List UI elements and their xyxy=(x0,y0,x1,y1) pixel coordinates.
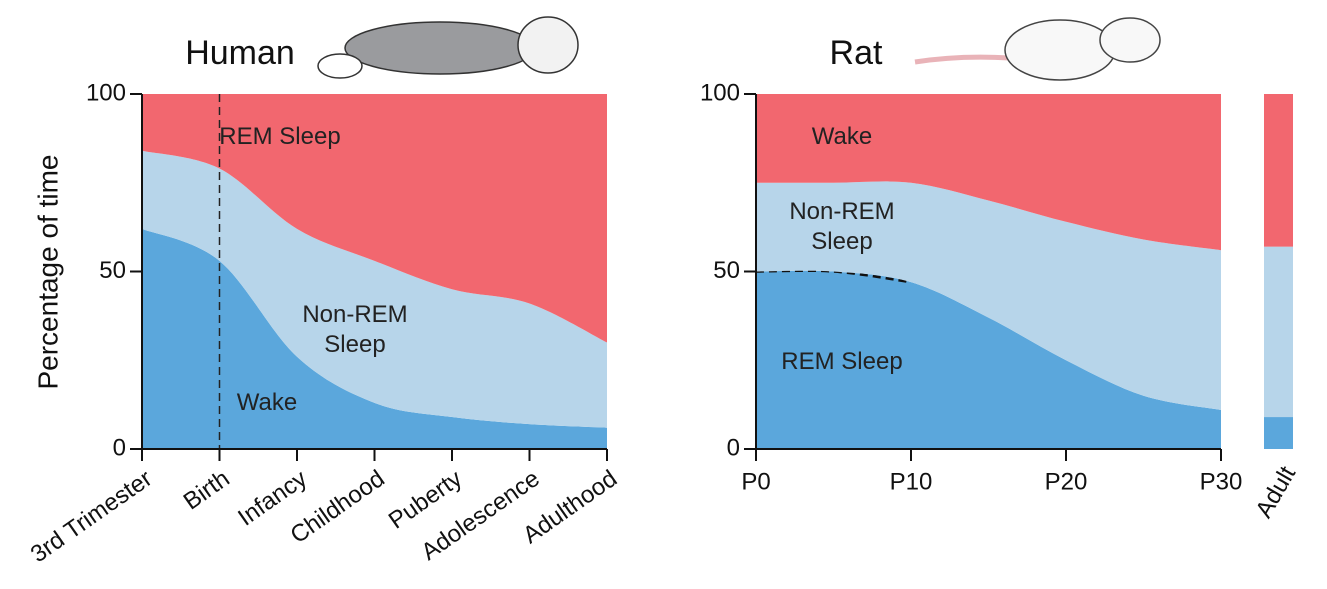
y-axis-label: Percentage of time xyxy=(32,154,63,389)
adult-bar xyxy=(1264,247,1293,417)
series-label: Wake xyxy=(202,388,332,418)
adult-label: Adult xyxy=(1250,461,1301,522)
chart: Human Percentage of time 0 50 100 3rd Trimest… xyxy=(0,0,1327,589)
y-tick-label: 100 xyxy=(86,79,126,106)
series-label: Non-REM Sleep xyxy=(290,300,420,360)
adult-bar xyxy=(1264,417,1293,449)
chart-title: Rat xyxy=(830,34,883,72)
x-tick-label: P30 xyxy=(1200,468,1243,495)
baby-illustration xyxy=(318,17,578,78)
series-label: Non-REM Sleep xyxy=(777,197,907,257)
x-tick-label: P10 xyxy=(890,468,933,495)
series-label: REM Sleep xyxy=(215,122,345,152)
series-label: REM Sleep xyxy=(777,347,907,377)
y-tick-label: 50 xyxy=(713,257,740,284)
x-tick-label: P20 xyxy=(1045,468,1088,495)
y-tick-label: 0 xyxy=(113,434,126,461)
adult-bar xyxy=(1264,94,1293,247)
rat-illustration xyxy=(915,18,1160,80)
x-tick-label: P0 xyxy=(741,468,770,495)
x-tick-label: Birth xyxy=(179,465,235,515)
page: Human Percentage of time 0 50 100 3rd Trimest… xyxy=(0,0,1327,589)
y-tick-label: 100 xyxy=(700,79,740,106)
chart-title: Human xyxy=(185,34,295,72)
y-tick-label: 0 xyxy=(727,434,740,461)
series-label: Wake xyxy=(777,122,907,152)
x-tick-label: 3rd Trimester xyxy=(26,465,157,568)
y-tick-label: 50 xyxy=(99,257,126,284)
